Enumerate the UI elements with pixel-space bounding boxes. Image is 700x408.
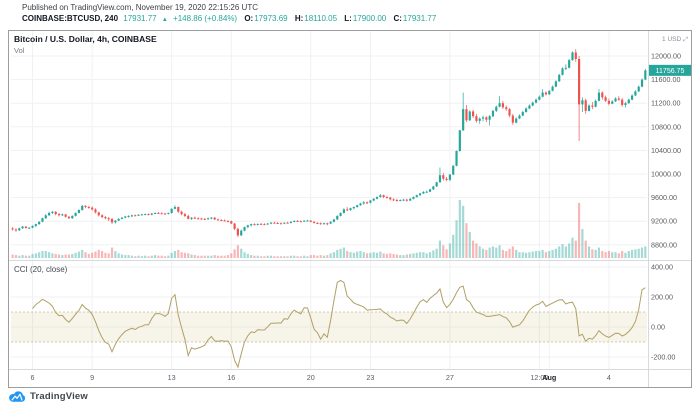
published-line: Published on TradingView.com, November 1… [22,3,258,12]
grid [11,31,647,370]
symbol-summary-line: COINBASE:BTCUSD, 240 17931.77 ▲ +148.86 … [22,14,436,23]
pane-separators [9,31,691,387]
svg-text:9600.00: 9600.00 [651,193,677,202]
svg-text:11200.00: 11200.00 [651,99,680,108]
price-change: +148.86 (+0.84%) [173,14,238,23]
expand-scale-icon: ⤢ [683,37,688,43]
high-label: H: [294,14,304,23]
svg-text:-200.00: -200.00 [651,353,675,362]
symbol-name[interactable]: COINBASE:BTCUSD, 240 [22,14,119,23]
last-price-tag: 11756.75 [649,64,691,76]
chart-frame: Bitcoin / U.S. Dollar, 4h, COINBASE Vol … [8,30,692,388]
close-label: C: [393,14,402,23]
open-value: 17973.69 [254,14,288,23]
svg-text:200.00: 200.00 [651,293,673,302]
svg-text:11756.75: 11756.75 [656,68,685,75]
cci-axis-labels[interactable]: 400.00 200.00 0.00 -200.00 [651,263,675,362]
svg-text:4: 4 [607,373,611,382]
tradingview-cloud-icon [9,391,26,402]
currency-scale-label: 1 USD [662,36,682,43]
svg-text:Aug: Aug [542,373,556,382]
svg-text:10800.00: 10800.00 [651,122,681,131]
high-value: 18110.05 [304,14,338,23]
price-axis-labels[interactable]: 12000.00 11600.00 11200.00 10800.00 10400.00… [651,52,681,250]
svg-text:23: 23 [366,373,374,382]
up-arrow-icon: ▲ [161,17,168,23]
currency-scale-toggle[interactable]: 1 USD ⤢ [662,36,688,44]
low-label: L: [344,14,352,23]
indicator-label: CCI (20, close) [14,265,68,274]
last-price: 17931.77 [123,14,157,23]
svg-text:20: 20 [307,373,315,382]
candlestick-series [11,49,647,238]
svg-text:11600.00: 11600.00 [651,75,680,84]
cci-line [32,279,646,369]
svg-text:6: 6 [31,373,35,382]
svg-text:12000.00: 12000.00 [651,52,681,61]
low-value: 17900.00 [352,14,387,23]
svg-text:9: 9 [90,373,94,382]
volume-series [11,200,647,258]
chart-canvas[interactable]: 12000.00 11600.00 11200.00 10800.00 10400.00… [9,31,691,387]
close-value: 17931.77 [402,14,437,23]
tradingview-logo[interactable]: TradingView [8,390,88,403]
svg-text:12:00: 12:00 [530,373,548,382]
pane-title: Bitcoin / U.S. Dollar, 4h, COINBASE [14,34,157,44]
svg-text:400.00: 400.00 [651,263,673,272]
svg-text:10000.00: 10000.00 [651,170,681,179]
svg-text:0.00: 0.00 [651,323,665,332]
volume-label: Vol [14,46,25,55]
open-label: O: [244,14,254,23]
svg-text:9200.00: 9200.00 [651,217,677,226]
tradingview-wordmark: TradingView [30,391,88,402]
svg-text:8800.00: 8800.00 [651,240,677,249]
svg-text:10400.00: 10400.00 [651,146,681,155]
svg-text:16: 16 [227,373,235,382]
svg-text:13: 13 [168,373,176,382]
svg-text:27: 27 [446,373,454,382]
